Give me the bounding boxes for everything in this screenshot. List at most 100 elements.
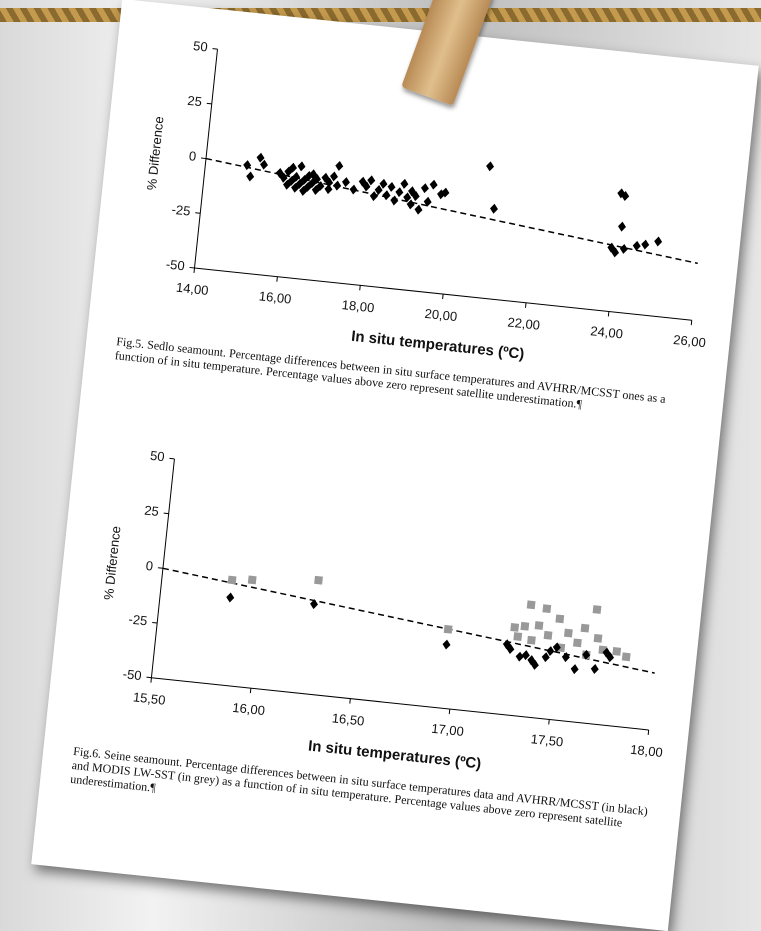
point <box>374 185 383 195</box>
point <box>309 169 318 180</box>
point <box>521 650 530 661</box>
point <box>310 599 318 610</box>
rope <box>0 8 761 22</box>
point <box>411 191 420 202</box>
chart: -50 -25 0 25 50 15,50 16,00 16,50 17,00 17,50 18,0… <box>101 448 664 773</box>
x-tick <box>276 276 278 282</box>
x-tick-label: 18,00 <box>341 297 375 315</box>
x-tick-label: 20,00 <box>424 306 458 324</box>
point <box>621 191 630 201</box>
point <box>543 630 553 640</box>
point <box>279 172 288 183</box>
point <box>367 175 376 186</box>
point <box>606 652 615 663</box>
point <box>490 203 498 214</box>
point <box>632 240 641 251</box>
point <box>541 652 550 663</box>
y-tick-label: 0 <box>188 148 197 164</box>
point <box>247 575 257 585</box>
point <box>520 621 530 631</box>
point <box>382 190 391 201</box>
point <box>314 575 323 585</box>
point <box>442 639 451 650</box>
point <box>590 664 599 674</box>
point <box>618 221 626 232</box>
point <box>275 167 284 178</box>
point <box>619 243 628 254</box>
point <box>379 178 388 189</box>
point <box>555 614 565 624</box>
point <box>502 639 511 650</box>
y-tick-label: 50 <box>192 38 208 54</box>
point <box>607 242 616 253</box>
point <box>534 621 544 630</box>
y-tick-label: -50 <box>122 666 142 683</box>
point <box>593 633 603 643</box>
point <box>443 624 453 634</box>
point <box>390 195 399 206</box>
point <box>330 171 338 182</box>
point <box>420 183 429 194</box>
point <box>563 628 573 638</box>
x-tick-label: 24,00 <box>590 323 624 341</box>
point <box>486 161 495 172</box>
point <box>260 159 268 170</box>
point <box>441 187 450 198</box>
x-tick <box>607 311 610 317</box>
point <box>408 186 417 197</box>
x-tick-label: 16,00 <box>258 288 292 306</box>
point <box>362 181 371 192</box>
point <box>527 655 536 666</box>
x-tick-label: 17,00 <box>431 721 465 739</box>
point <box>292 171 301 182</box>
x-tick <box>524 302 527 308</box>
point <box>395 187 404 198</box>
point <box>530 659 539 670</box>
point <box>243 160 252 171</box>
y-tick <box>200 157 207 160</box>
x-tick-label: 22,00 <box>507 314 541 332</box>
y-tick <box>146 676 152 679</box>
point <box>542 604 552 614</box>
x-axis <box>151 677 649 731</box>
x-tick-label: 14,00 <box>175 280 209 298</box>
point <box>527 635 536 645</box>
x-tick <box>647 729 650 735</box>
y-tick-label: 50 <box>149 448 165 464</box>
chart: -50 -25 0 25 50 14,00 16,00 18,00 20,00 22,00 24,0… <box>144 38 707 363</box>
point <box>515 651 524 662</box>
point <box>423 196 432 207</box>
y-tick-label: 25 <box>187 93 203 109</box>
point <box>312 174 321 185</box>
x-tick-label: 18,00 <box>630 742 664 760</box>
y-tick <box>212 48 218 50</box>
point <box>526 600 536 610</box>
point <box>414 204 423 215</box>
point <box>570 664 579 675</box>
point <box>580 623 590 633</box>
x-tick-label: 17,50 <box>530 731 564 749</box>
x-tick <box>448 709 451 715</box>
point <box>256 152 265 163</box>
point <box>400 178 409 189</box>
point <box>316 181 325 192</box>
y-axis-title: % Difference <box>101 525 124 600</box>
y-tick <box>163 512 169 515</box>
point <box>617 188 626 199</box>
x-tick <box>690 320 693 326</box>
y-tick <box>189 266 195 269</box>
point <box>321 172 330 183</box>
point <box>506 644 515 655</box>
point <box>621 652 631 662</box>
point <box>324 184 333 195</box>
x-tick <box>548 719 550 725</box>
x-tick-label: 26,00 <box>673 332 707 350</box>
point <box>582 649 591 660</box>
y-tick-label: -50 <box>165 256 185 273</box>
point <box>246 171 255 182</box>
point <box>325 177 334 188</box>
y-axis-title: % Difference <box>144 116 167 191</box>
point <box>349 184 358 195</box>
y-tick <box>195 212 201 214</box>
